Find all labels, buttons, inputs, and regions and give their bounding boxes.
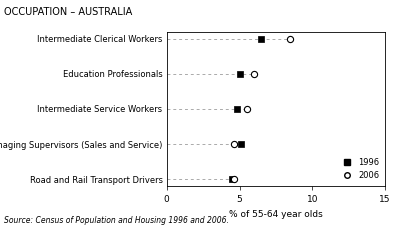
Point <box>251 72 257 76</box>
Point <box>229 177 235 181</box>
Point <box>238 142 244 146</box>
Legend: 1996, 2006: 1996, 2006 <box>337 156 381 182</box>
Point <box>233 107 240 111</box>
Point <box>258 37 264 41</box>
Text: Source: Census of Population and Housing 1996 and 2006.: Source: Census of Population and Housing… <box>4 216 229 225</box>
X-axis label: % of 55-64 year olds: % of 55-64 year olds <box>229 210 323 219</box>
Point <box>231 177 237 181</box>
Point <box>236 72 243 76</box>
Point <box>287 37 294 41</box>
Point <box>244 107 250 111</box>
Point <box>231 142 237 146</box>
Text: OCCUPATION – AUSTRALIA: OCCUPATION – AUSTRALIA <box>4 7 132 17</box>
